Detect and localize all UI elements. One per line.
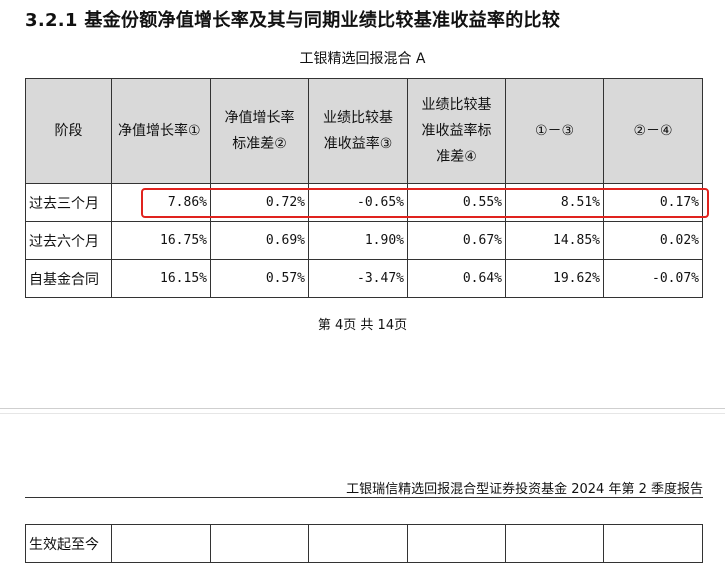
cell-value <box>210 524 309 563</box>
cell-value <box>308 524 408 563</box>
table-header-row: 阶段 净值增长率① 净值增长率 标准差② 业绩比较基 准收益率③ 业绩比较基 准收益率… <box>25 78 703 184</box>
report-header-title: 工银瑞信精选回报混合型证券投资基金 2024 年第 2 季度报告 <box>346 482 703 497</box>
performance-table: 阶段 净值增长率① 净值增长率 标准差② 业绩比较基 准收益率③ 业绩比较基 准收益率… <box>25 78 703 298</box>
cell-value <box>505 524 604 563</box>
header-nav-growth: 净值增长率① <box>111 78 211 184</box>
header-diff-2-4: ②－④ <box>603 78 703 184</box>
cell-value: 14.85% <box>505 221 604 260</box>
highlight-box <box>141 188 709 218</box>
page-number: 第 4页 共 14页 <box>317 318 408 333</box>
header-nav-std: 净值增长率 标准差② <box>210 78 309 184</box>
cell-value <box>407 524 506 563</box>
header-diff-1-3: ①－③ <box>505 78 604 184</box>
section-heading: 3.2.1 基金份额净值增长率及其与同期业绩比较基准收益率的比较 <box>25 10 561 31</box>
cell-value: 0.64% <box>407 259 506 298</box>
cell-value <box>603 524 703 563</box>
cell-value: -3.47% <box>308 259 408 298</box>
cell-value: 1.90% <box>308 221 408 260</box>
row-stage: 自基金合同 <box>25 259 112 298</box>
cell-value: 16.75% <box>111 221 211 260</box>
table-subtitle: 工银精选回报混合 A <box>299 51 426 67</box>
cell-value: -0.07% <box>603 259 703 298</box>
table-row: 自基金合同 16.15% 0.57% -3.47% 0.64% 19.62% -… <box>25 259 703 298</box>
page-break-divider <box>0 408 725 409</box>
cell-value: 0.69% <box>210 221 309 260</box>
table-row: 生效起至今 <box>25 524 703 563</box>
header-benchmark-std: 业绩比较基 准收益率标 准差④ <box>407 78 506 184</box>
page-break-divider <box>0 413 725 414</box>
cell-value <box>111 524 211 563</box>
header-rule <box>25 497 703 498</box>
performance-table-continued: 生效起至今 <box>25 524 703 563</box>
cell-value: 19.62% <box>505 259 604 298</box>
header-benchmark-return: 业绩比较基 准收益率③ <box>308 78 408 184</box>
row-stage: 过去三个月 <box>25 183 112 222</box>
cell-value: 0.57% <box>210 259 309 298</box>
row-stage: 过去六个月 <box>25 221 112 260</box>
table-row: 过去六个月 16.75% 0.69% 1.90% 0.67% 14.85% 0.… <box>25 221 703 260</box>
cell-value: 0.02% <box>603 221 703 260</box>
cell-value: 16.15% <box>111 259 211 298</box>
row-stage: 生效起至今 <box>25 524 112 563</box>
cell-value: 0.67% <box>407 221 506 260</box>
header-stage: 阶段 <box>25 78 112 184</box>
